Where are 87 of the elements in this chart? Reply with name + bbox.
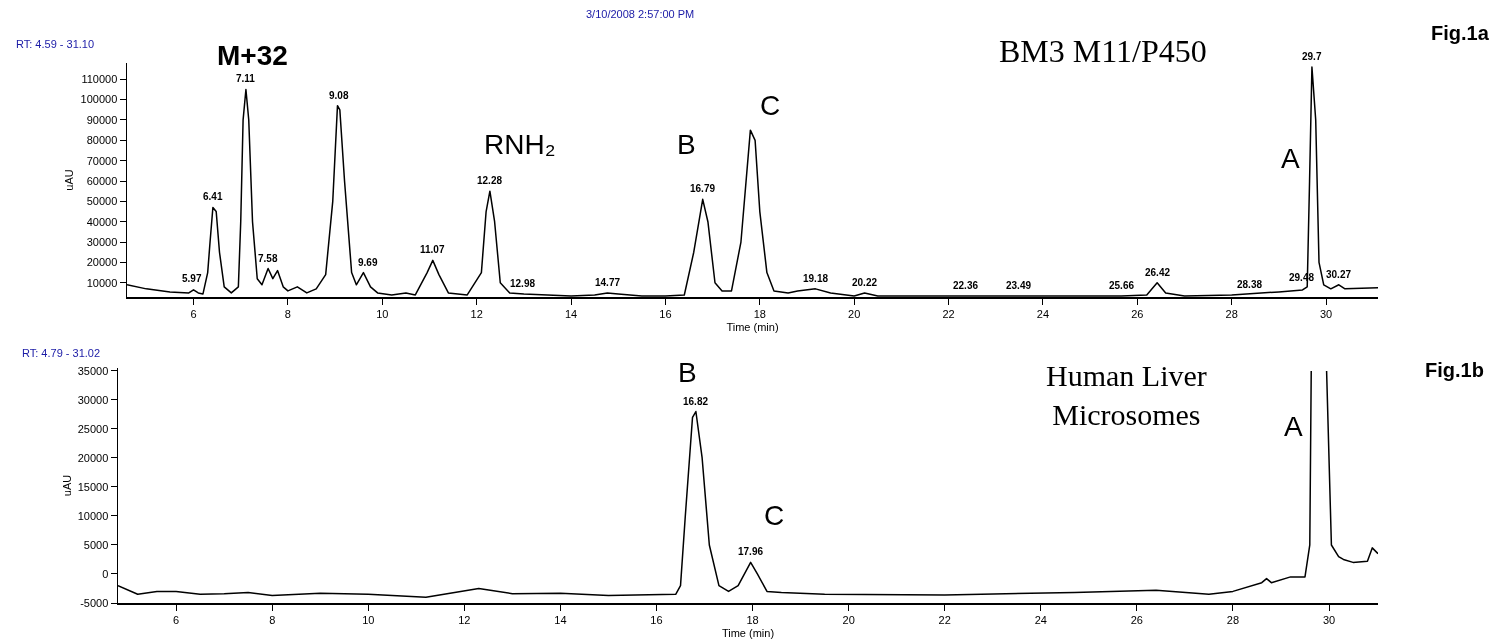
annotation: 9.08 bbox=[329, 90, 349, 101]
y-tick-label: 70000 bbox=[86, 154, 118, 167]
annotation: Human Liver Microsomes bbox=[1046, 359, 1207, 431]
annotation: BM3 M11/P450 bbox=[999, 33, 1207, 69]
x-tick-label: 16 bbox=[650, 613, 663, 626]
annotation: 12.28 bbox=[477, 175, 503, 186]
annotation: B bbox=[677, 129, 696, 160]
text: 3/10/2008 2:57:00 PM bbox=[586, 8, 695, 20]
annotation: 29.7 bbox=[1302, 51, 1322, 62]
x-tick-label: 20 bbox=[848, 307, 861, 320]
annotation: B bbox=[678, 357, 697, 388]
x-tick-label: 24 bbox=[1036, 307, 1050, 320]
x-tick-label: 6 bbox=[190, 307, 197, 320]
annotation: 26.42 bbox=[1145, 267, 1171, 278]
y-tick-label: 0 bbox=[102, 567, 109, 580]
annotation: 28.38 bbox=[1237, 279, 1263, 290]
annotation: 16.79 bbox=[690, 183, 716, 194]
x-tick-label: 26 bbox=[1130, 613, 1143, 626]
y-tick-label: 30000 bbox=[86, 235, 118, 248]
x-tick-label: 22 bbox=[942, 307, 955, 320]
x-tick-label: 12 bbox=[458, 613, 471, 626]
y-tick-label: 110000 bbox=[81, 73, 118, 86]
caption: Fig.1b bbox=[1425, 359, 1484, 381]
x-axis-title: Time (min) bbox=[726, 320, 779, 333]
annotation: 12.98 bbox=[510, 278, 536, 289]
x-tick-label: 10 bbox=[362, 613, 375, 626]
y-tick-label: 25000 bbox=[77, 422, 109, 435]
y-tick-label: 20000 bbox=[86, 256, 118, 269]
text: RT: 4.79 - 31.02 bbox=[22, 347, 101, 359]
y-tick-label: 50000 bbox=[86, 195, 118, 208]
x-tick-label: 10 bbox=[376, 307, 389, 320]
y-tick-label: 30000 bbox=[77, 393, 109, 406]
y-tick-label: -5000 bbox=[80, 596, 109, 609]
x-tick-label: 8 bbox=[284, 307, 291, 320]
x-tick-label: 22 bbox=[938, 613, 951, 626]
annotation: 16.82 bbox=[683, 396, 709, 407]
y-tick-label: 10000 bbox=[77, 509, 109, 522]
y-tick-label: 100000 bbox=[80, 93, 118, 106]
annotation: C bbox=[760, 90, 781, 121]
annotation: 20.22 bbox=[852, 277, 878, 288]
annotation: 7.11 bbox=[236, 73, 256, 84]
x-tick-label: 18 bbox=[753, 307, 766, 320]
annotation: 9.69 bbox=[358, 257, 378, 268]
x-tick-label: 8 bbox=[269, 613, 276, 626]
annotation: 22.36 bbox=[953, 280, 979, 291]
x-tick-label: 6 bbox=[173, 613, 180, 626]
annotation: C bbox=[764, 500, 785, 531]
x-tick-label: 28 bbox=[1225, 307, 1238, 320]
x-tick-label: 12 bbox=[470, 307, 483, 320]
y-tick-label: 15000 bbox=[77, 480, 109, 493]
annotation: M+32 bbox=[217, 40, 288, 71]
x-tick-label: 30 bbox=[1319, 307, 1333, 320]
x-tick-label: 14 bbox=[564, 307, 578, 320]
annotation: 7.58 bbox=[258, 253, 278, 264]
y-tick-label: 35000 bbox=[77, 364, 109, 377]
x-tick-label: 18 bbox=[746, 613, 759, 626]
annotation: A bbox=[1281, 143, 1300, 174]
annotation: 25.66 bbox=[1109, 280, 1135, 291]
annotation: 11.07 bbox=[420, 244, 445, 255]
caption: Fig.1a bbox=[1431, 22, 1490, 44]
x-tick-label: 20 bbox=[842, 613, 855, 626]
x-axis-title: Time (min) bbox=[721, 626, 775, 639]
annotation: 6.41 bbox=[203, 191, 223, 202]
x-tick-label: 28 bbox=[1226, 613, 1240, 626]
y-tick-label: 60000 bbox=[86, 174, 118, 187]
y-tick-label: 90000 bbox=[86, 113, 118, 126]
annotation: 14.77 bbox=[595, 277, 621, 288]
annotation: RNH₂ bbox=[484, 129, 556, 160]
text: RT: 4.59 - 31.10 bbox=[16, 38, 95, 50]
annotation: 5.97 bbox=[182, 273, 202, 284]
annotation: 19.18 bbox=[803, 273, 829, 284]
y-axis-title: uAU bbox=[63, 169, 76, 191]
x-tick-label: 26 bbox=[1131, 307, 1144, 320]
x-tick-label: 24 bbox=[1034, 613, 1047, 626]
y-tick-label: 80000 bbox=[86, 134, 118, 147]
x-tick-label: 16 bbox=[659, 307, 672, 320]
y-tick-label: 5000 bbox=[83, 538, 109, 551]
x-tick-label: 30 bbox=[1322, 613, 1336, 626]
annotation: A bbox=[1284, 411, 1303, 442]
annotation: 23.49 bbox=[1006, 280, 1032, 291]
annotation: 17.96 bbox=[738, 546, 764, 557]
x-tick-label: 14 bbox=[554, 613, 567, 626]
y-axis-title: uAU bbox=[60, 474, 73, 497]
y-tick-label: 20000 bbox=[77, 451, 109, 464]
y-tick-label: 40000 bbox=[86, 215, 118, 228]
annotation: 30.27 bbox=[1326, 269, 1352, 280]
y-tick-label: 10000 bbox=[86, 276, 118, 289]
